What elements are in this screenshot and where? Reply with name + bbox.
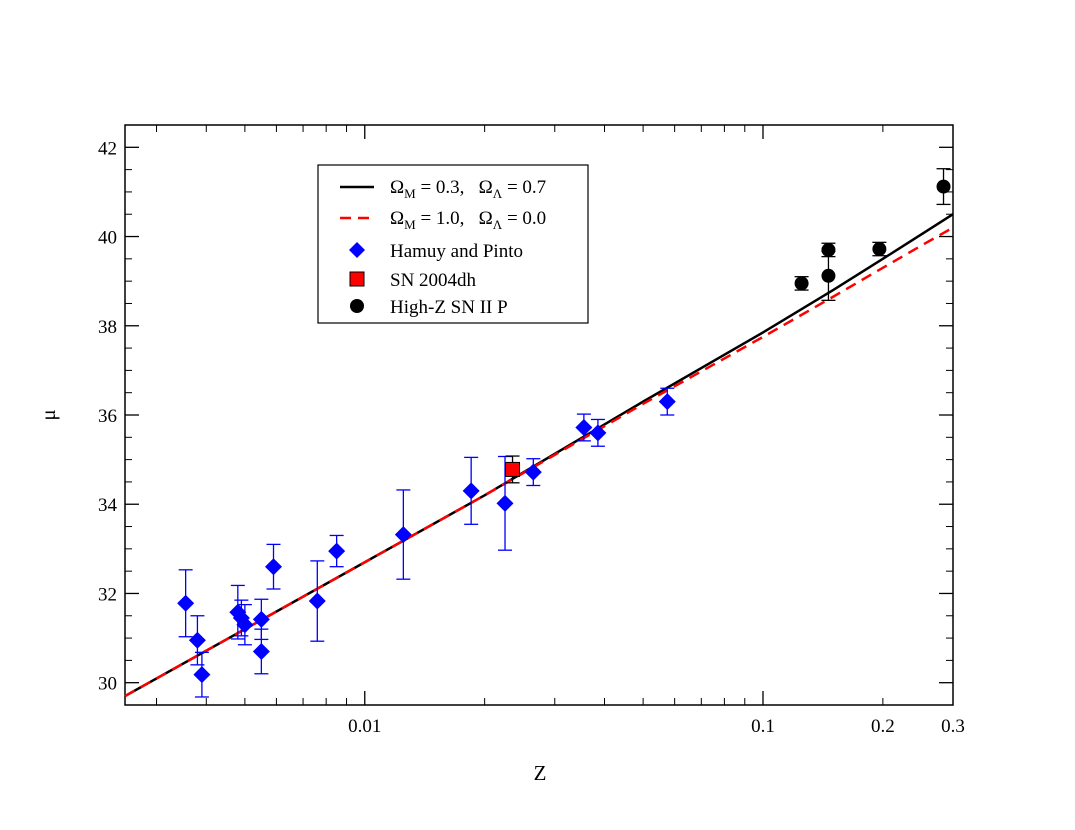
high-z-sn-point xyxy=(794,276,809,291)
y-tick-label: 30 xyxy=(98,674,117,695)
hamuy-pinto-point xyxy=(462,482,480,500)
legend-sn2004dh-marker xyxy=(349,271,365,287)
eds-model-dashed-line xyxy=(124,226,954,698)
high-z-sn-point xyxy=(821,242,836,257)
hamuy-pinto-point xyxy=(524,463,542,481)
legend-box xyxy=(317,164,589,324)
hamuy-pinto-point xyxy=(328,542,346,560)
hamuy-pinto-point xyxy=(265,558,283,576)
legend-line-lcdm-label: ΩM = 0.3, ΩΛ = 0.7 xyxy=(390,177,546,201)
hamuy-pinto-point xyxy=(236,616,254,634)
hamuy-pinto-point xyxy=(575,418,593,436)
legend-sn2004dh-label: SN 2004dh xyxy=(390,270,477,291)
x-tick-label: 0.1 xyxy=(751,716,775,737)
legend: ΩM = 0.3, ΩΛ = 0.7 ΩM = 1.0, ΩΛ = 0.0 Ha… xyxy=(317,164,589,324)
x-axis-label: Z xyxy=(534,761,547,785)
x-tick-label: 0.01 xyxy=(348,716,381,737)
hamuy-pinto-point xyxy=(658,393,676,411)
model-curves xyxy=(124,213,954,698)
y-axis-label: μ xyxy=(36,409,60,420)
hamuy-pinto-point xyxy=(394,526,412,544)
hamuy-pinto-point xyxy=(589,424,607,442)
y-tick-label: 38 xyxy=(98,317,117,338)
legend-hamuy-label: Hamuy and Pinto xyxy=(390,241,523,262)
hamuy-pinto-point xyxy=(177,594,195,612)
hamuy-pinto-point xyxy=(496,494,514,512)
x-axis-tick-labels: 0.01 0.1 0.2 0.3 xyxy=(348,716,965,737)
sn2004dh-point xyxy=(505,461,521,477)
tick-marks xyxy=(125,124,954,706)
high-z-sn-point xyxy=(872,242,887,257)
y-tick-label: 32 xyxy=(98,584,117,605)
hamuy-pinto-point xyxy=(308,592,326,610)
y-tick-label: 42 xyxy=(98,138,117,159)
high-z-sn-point xyxy=(821,268,836,283)
hamuy-pinto-point xyxy=(252,642,270,660)
high-z-sn-point xyxy=(936,179,951,194)
legend-highz-marker xyxy=(350,299,364,313)
hamuy-pinto-point xyxy=(252,610,270,628)
hamuy-pinto-point xyxy=(188,631,206,649)
y-axis-tick-labels: 30 32 34 36 38 40 42 xyxy=(98,138,118,694)
x-tick-label: 0.2 xyxy=(871,716,895,737)
y-tick-label: 36 xyxy=(98,406,117,427)
y-tick-label: 40 xyxy=(98,228,117,249)
hamuy-pinto-point xyxy=(193,666,211,684)
legend-line-eds-label: ΩM = 1.0, ΩΛ = 0.0 xyxy=(390,208,546,232)
legend-hamuy-marker xyxy=(349,242,365,258)
y-tick-label: 34 xyxy=(98,495,118,516)
data-markers xyxy=(177,179,951,684)
legend-highz-label: High-Z SN II P xyxy=(390,297,508,318)
x-tick-label: 0.3 xyxy=(941,716,965,737)
